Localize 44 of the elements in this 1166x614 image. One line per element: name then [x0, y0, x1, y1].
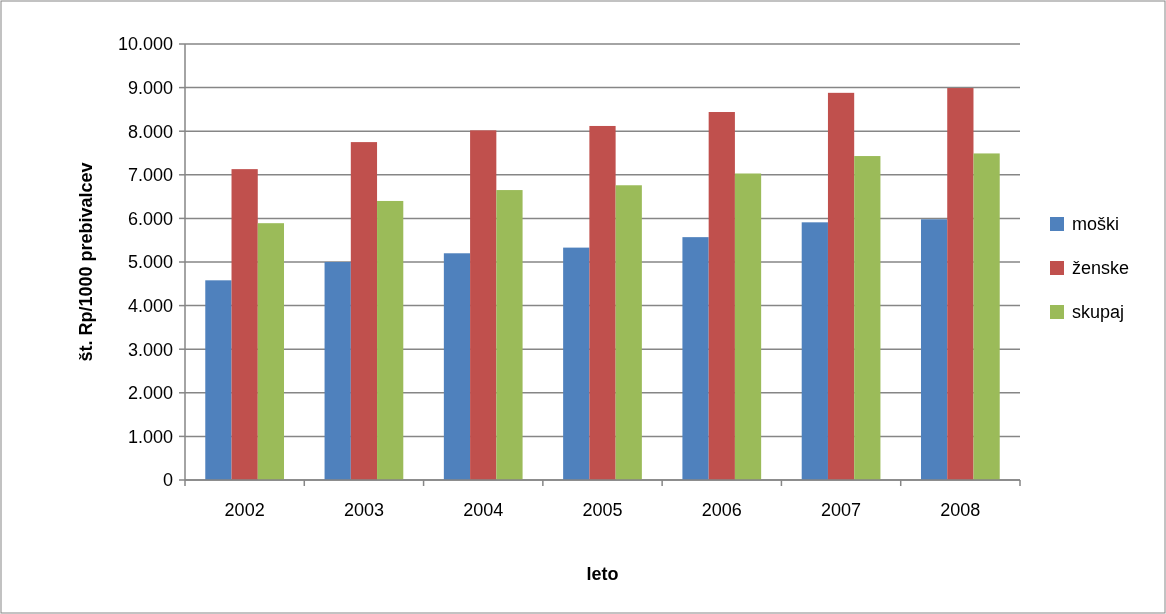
bar: [854, 156, 881, 480]
bar: [947, 88, 974, 480]
bar: [470, 130, 497, 480]
y-tick-label: 2.000: [127, 383, 173, 404]
bar: [708, 112, 735, 480]
y-tick-label: 3.000: [127, 339, 173, 360]
legend-label: skupaj: [1072, 302, 1125, 323]
y-tick-label: 5.000: [127, 252, 173, 273]
y-tick-label: 6.000: [127, 208, 173, 229]
y-tick-label: 7.000: [127, 165, 173, 186]
bar: [496, 190, 523, 480]
bar: [615, 185, 642, 480]
bar: [563, 247, 590, 480]
x-tick-label: 2003: [343, 500, 384, 520]
y-tick-label: 4.000: [127, 295, 173, 316]
bar: [443, 253, 471, 480]
y-tick-label: 0: [162, 470, 173, 491]
x-tick-label: 2007: [821, 500, 862, 520]
y-tick-label: 1.000: [127, 426, 173, 447]
bar: [589, 125, 616, 480]
y-tick-label: 9.000: [127, 77, 173, 98]
bar: [920, 219, 948, 480]
bar: [682, 237, 709, 480]
bar: [257, 223, 285, 480]
y-axis-title: št. Rp/1000 prebivalcev: [76, 162, 96, 362]
x-tick-label: 2005: [582, 500, 623, 520]
y-tick-label: 10.000: [117, 34, 173, 55]
x-tick-label: 2004: [463, 500, 504, 520]
bar: [324, 262, 351, 480]
y-tick-label: 8.000: [127, 121, 173, 142]
bar: [973, 153, 1000, 480]
x-axis-title: leto: [586, 564, 619, 584]
x-tick-label: 2008: [940, 500, 981, 520]
legend-label: ženske: [1072, 258, 1130, 279]
legend-label: moški: [1072, 214, 1120, 235]
bar: [205, 280, 232, 480]
bar: [827, 92, 855, 480]
bar: [801, 222, 828, 480]
bar: [734, 173, 762, 480]
bar: [350, 142, 378, 480]
bar: [231, 169, 258, 480]
x-tick-label: 2002: [224, 500, 265, 520]
bar: [377, 200, 404, 480]
x-tick-label: 2006: [701, 500, 742, 520]
